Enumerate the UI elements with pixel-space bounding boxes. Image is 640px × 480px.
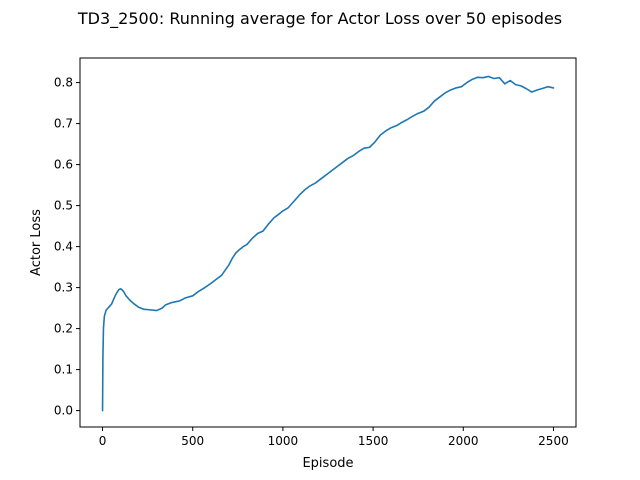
series-layer <box>101 75 555 412</box>
y-tick-label: 0.8 <box>54 76 73 90</box>
y-tick-label: 0.0 <box>54 404 73 418</box>
x-tick-label: 0 <box>99 434 107 448</box>
plot-area: 0 500 1000 1500 2000 2500 0.00.10.20.30.40.50… <box>54 57 577 448</box>
y-tick-label: 0.4 <box>54 240 73 254</box>
x-tick-label: 2000 <box>448 434 479 448</box>
series-line <box>101 75 555 412</box>
y-tick-label: 0.7 <box>54 117 73 131</box>
y-tick-label: 0.2 <box>54 322 73 336</box>
y-tick-label: 0.3 <box>54 281 73 295</box>
y-tick-label: 0.5 <box>54 199 73 213</box>
x-axis-label: Episode <box>302 456 353 471</box>
y-tick-label: 0.6 <box>54 158 73 172</box>
y-tick-label: 0.1 <box>54 363 73 377</box>
x-tick-label: 2500 <box>538 434 569 448</box>
chart-title: TD3_2500: Running average for Actor Loss… <box>77 9 562 29</box>
y-axis-label: Actor Loss <box>29 209 44 276</box>
y-axis-ticks: 0.0 0.1 0.2 0.3 0.4 0.5 0.6 0.7 0.8 <box>54 76 80 418</box>
x-tick-label: 1000 <box>268 434 299 448</box>
x-tick-label: 1500 <box>358 434 389 448</box>
x-axis-ticks: 0 500 1000 1500 2000 2500 <box>99 427 569 448</box>
x-tick-label: 500 <box>181 434 204 448</box>
plot-frame <box>79 57 577 428</box>
